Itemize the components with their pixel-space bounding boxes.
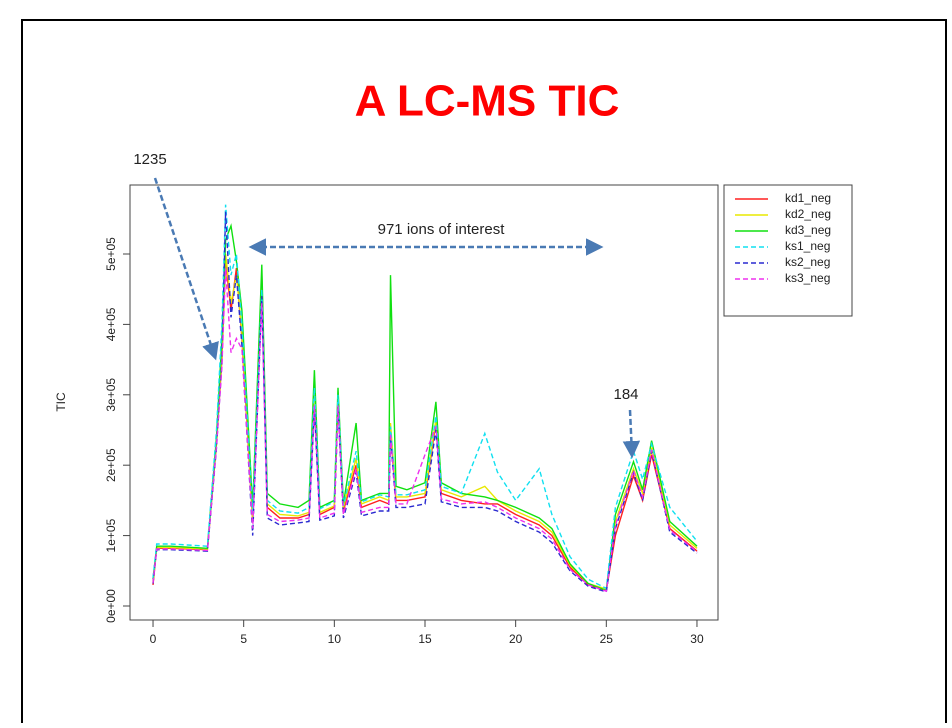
x-tick-label: 0 <box>150 632 157 646</box>
x-tick-label: 25 <box>600 632 614 646</box>
series-line <box>152 268 698 593</box>
x-tick-label: 10 <box>328 632 342 646</box>
annotation: 971 ions of interest <box>378 221 506 238</box>
annotation-arrow <box>153 177 219 361</box>
plot-frame <box>129 184 719 621</box>
chart-title: A LC-MS TIC <box>355 77 620 126</box>
y-tick-label: 0e+00 <box>104 589 118 623</box>
y-tick-label: 4e+05 <box>104 307 118 341</box>
series-line <box>152 260 698 592</box>
annotation: 1235 <box>133 151 166 168</box>
y-axis-label: TIC <box>54 392 68 412</box>
y-tick-label: 5e+05 <box>104 237 118 271</box>
x-tick-label: 30 <box>690 632 704 646</box>
x-tick-label: 15 <box>418 632 432 646</box>
x-tick-label: 20 <box>509 632 523 646</box>
legend-label: ks2_neg <box>785 255 830 269</box>
legend <box>723 184 853 317</box>
series-line <box>152 204 698 590</box>
legend-label: kd1_neg <box>785 191 831 205</box>
x-tick-label: 5 <box>240 632 247 646</box>
annotation-arrow <box>622 409 641 459</box>
series-line <box>152 223 698 592</box>
legend-label: ks1_neg <box>785 239 830 253</box>
series-layer <box>152 204 698 593</box>
y-tick-label: 3e+05 <box>104 378 118 412</box>
y-tick-label: 2e+05 <box>104 448 118 482</box>
legend-label: ks3_neg <box>785 271 830 285</box>
series-line <box>152 211 698 593</box>
legend-label: kd3_neg <box>785 223 831 237</box>
annotation: 184 <box>613 386 638 403</box>
legend-label: kd2_neg <box>785 207 831 221</box>
y-tick-label: 1e+05 <box>104 518 118 552</box>
